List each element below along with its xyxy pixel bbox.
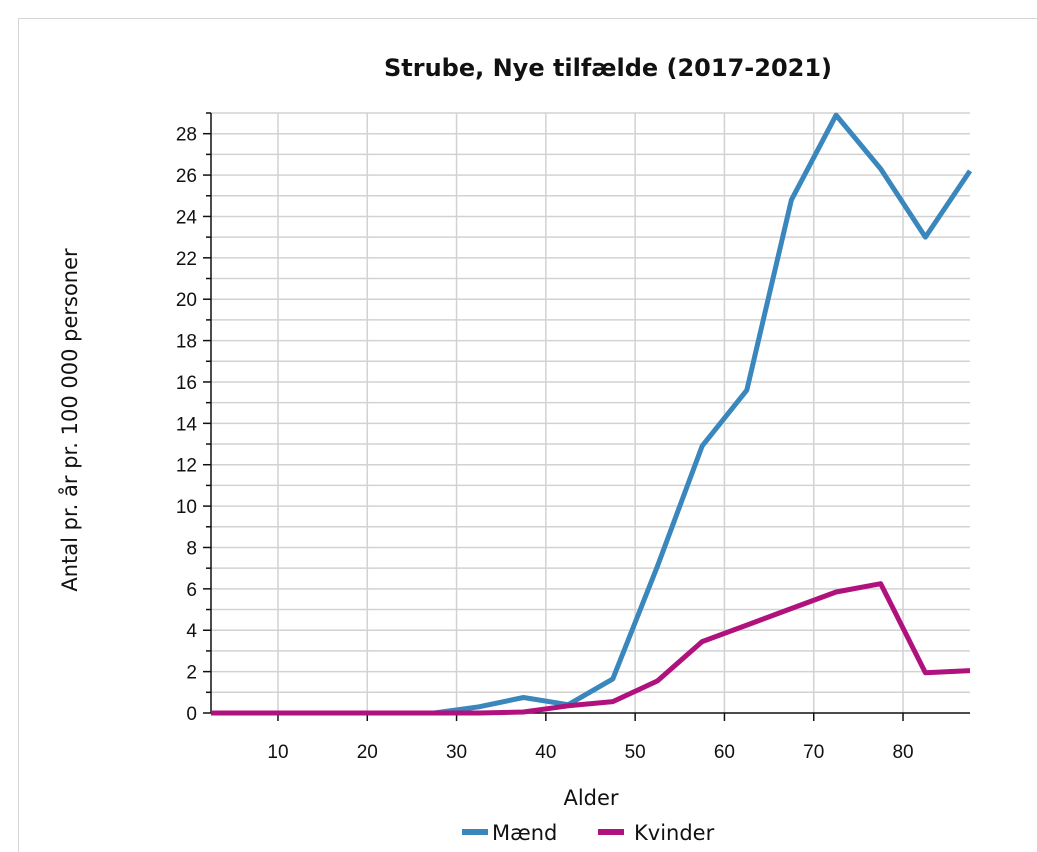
y-tick-label: 2 <box>186 663 197 684</box>
y-tick-label: 12 <box>176 456 197 477</box>
grid <box>211 112 970 713</box>
series-lines <box>211 112 973 716</box>
legend-label: Kvinder <box>634 821 715 845</box>
x-axis-label: Alder <box>563 786 618 810</box>
x-tick-label: 60 <box>714 742 735 763</box>
x-tick-label: 20 <box>357 742 378 763</box>
y-tick-label: 6 <box>186 580 197 601</box>
x-axis-ticks: 10 20 30 40 50 60 70 80 <box>267 742 913 763</box>
y-tick-label: 0 <box>186 704 197 725</box>
legend-label: Mænd <box>492 821 557 845</box>
chart-title: Strube, Nye tilfælde (2017-2021) <box>384 54 832 82</box>
x-tick-label: 40 <box>535 742 556 763</box>
y-tick-label: 8 <box>186 538 197 559</box>
y-tick-label: 10 <box>176 497 197 518</box>
x-tick-label: 80 <box>892 742 913 763</box>
y-tick-label: 22 <box>176 249 197 270</box>
legend: Mænd Kvinder <box>462 821 715 845</box>
series-line-Kvinder <box>211 581 971 716</box>
x-tick-label: 50 <box>625 742 646 763</box>
x-tick-label: 30 <box>446 742 467 763</box>
y-tick-label: 20 <box>176 290 197 311</box>
y-tick-label: 24 <box>176 207 198 228</box>
x-tick-label: 10 <box>267 742 288 763</box>
y-axis-label: Antal pr. år pr. 100 000 personer <box>57 248 82 592</box>
y-tick-label: 28 <box>176 125 197 146</box>
y-tick-label: 4 <box>186 621 197 642</box>
y-tick-label: 18 <box>176 332 197 353</box>
y-tick-label: 26 <box>176 166 197 187</box>
x-tick-label: 70 <box>803 742 824 763</box>
y-tick-label: 14 <box>176 414 198 435</box>
series-line-Mænd <box>211 112 973 716</box>
y-tick-label: 16 <box>176 373 197 394</box>
